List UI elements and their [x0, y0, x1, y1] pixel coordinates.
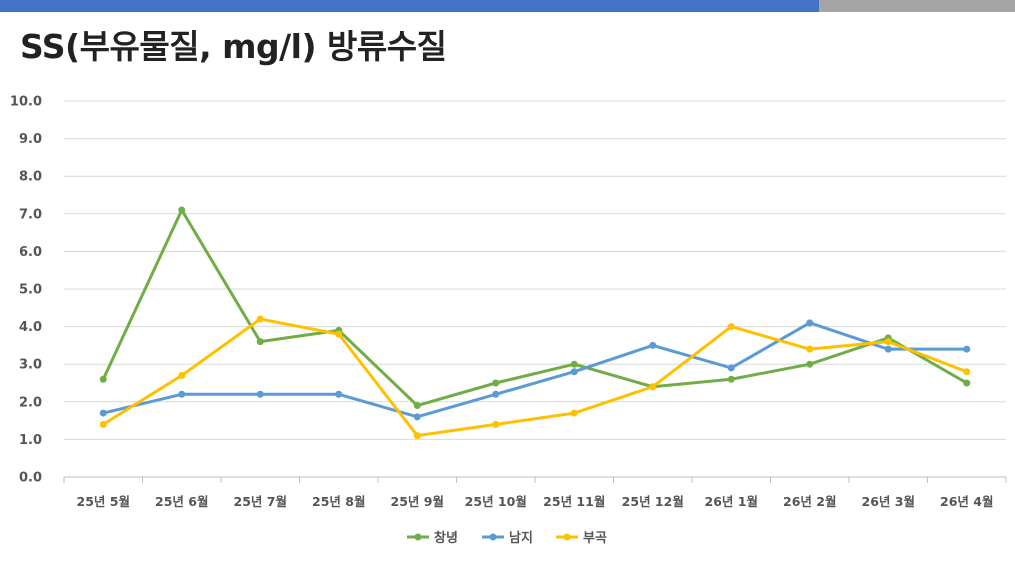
data-point: [884, 338, 892, 346]
y-tick-label: 4.0: [19, 320, 42, 335]
header-accent-bar: [0, 0, 1015, 12]
x-tick-label: 25년 11월: [543, 494, 605, 509]
y-tick-label: 9.0: [19, 132, 42, 147]
accent-bar-primary: [0, 0, 819, 12]
y-tick-label: 2.0: [19, 395, 42, 410]
data-point: [963, 368, 971, 376]
x-tick-label: 25년 7월: [234, 494, 287, 509]
data-point: [335, 390, 343, 398]
legend-label: 부곡: [583, 531, 607, 546]
data-point: [649, 341, 657, 349]
series-2: [99, 319, 971, 421]
x-tick-label: 25년 9월: [391, 494, 444, 509]
series-1: [99, 206, 971, 410]
data-point: [99, 409, 107, 417]
x-tick-label: 25년 6월: [155, 494, 208, 509]
y-tick-label: 6.0: [19, 245, 42, 260]
data-point: [884, 345, 892, 353]
data-point: [413, 402, 421, 410]
x-axis-ticks: 25년 5월 25년 6월 25년 7월 25년 8월 25년 9월 25년 10월 25년…: [63, 477, 1007, 509]
y-tick-label: 7.0: [19, 207, 42, 222]
data-point: [570, 368, 578, 376]
legend-item: 부곡: [556, 531, 607, 546]
accent-bar-secondary: [819, 0, 1015, 12]
data-point: [806, 319, 814, 327]
x-tick-label: 25년 8월: [312, 494, 365, 509]
data-point: [727, 364, 735, 372]
data-point: [649, 383, 657, 391]
data-point: [963, 379, 971, 387]
legend-label: 남지: [509, 530, 533, 546]
legend-swatch-marker: [414, 533, 422, 541]
data-point: [806, 360, 814, 368]
x-tick-label: 26년 2월: [783, 494, 836, 509]
y-tick-label: 10.0: [10, 95, 42, 110]
data-point: [492, 420, 500, 428]
data-point: [256, 338, 264, 346]
data-point: [256, 315, 264, 323]
chart-series: [99, 206, 971, 440]
data-point: [413, 432, 421, 440]
data-point: [413, 413, 421, 421]
y-axis-ticks: 0.0 1.0 2.0 3.0 4.0 5.0 6.0 7.0 8.0 9.0 10.0: [10, 95, 42, 486]
data-point: [492, 390, 500, 398]
y-tick-label: 1.0: [19, 433, 42, 448]
data-point: [570, 409, 578, 417]
data-point: [963, 345, 971, 353]
x-tick-label: 25년 5월: [77, 494, 130, 509]
x-tick-label: 26년 1월: [705, 494, 758, 509]
legend-item: 창녕: [407, 530, 458, 546]
series-line: [101, 208, 969, 408]
x-tick-label: 26년 4월: [940, 494, 993, 509]
y-tick-label: 5.0: [19, 283, 42, 298]
y-tick-label: 3.0: [19, 358, 42, 373]
data-point: [806, 345, 814, 353]
data-point: [178, 371, 186, 379]
y-tick-label: 0.0: [19, 471, 42, 486]
data-point: [99, 375, 107, 383]
legend-swatch-marker: [563, 533, 571, 541]
legend-item: 남지: [482, 530, 533, 546]
data-point: [256, 390, 264, 398]
data-point: [570, 360, 578, 368]
x-tick-label: 25년 10월: [465, 494, 527, 509]
data-point: [178, 390, 186, 398]
data-point: [335, 330, 343, 338]
data-point: [178, 206, 186, 214]
data-point: [727, 375, 735, 383]
x-tick-label: 26년 3월: [862, 494, 915, 509]
chart-gridlines: [64, 100, 1006, 478]
x-tick-label: 25년 12월: [622, 494, 684, 509]
series-line: [101, 321, 969, 419]
series-line: [101, 317, 969, 438]
page-title: SS(부유물질, mg/l) 방류수질: [20, 27, 447, 66]
data-point: [727, 323, 735, 331]
legend-label: 창녕: [434, 530, 458, 546]
data-point: [99, 420, 107, 428]
legend-swatch-marker: [489, 533, 497, 541]
series-3: [99, 315, 971, 440]
chart-legend: 창녕 남지 부곡: [407, 530, 607, 546]
y-tick-label: 8.0: [19, 170, 42, 185]
data-point: [492, 379, 500, 387]
